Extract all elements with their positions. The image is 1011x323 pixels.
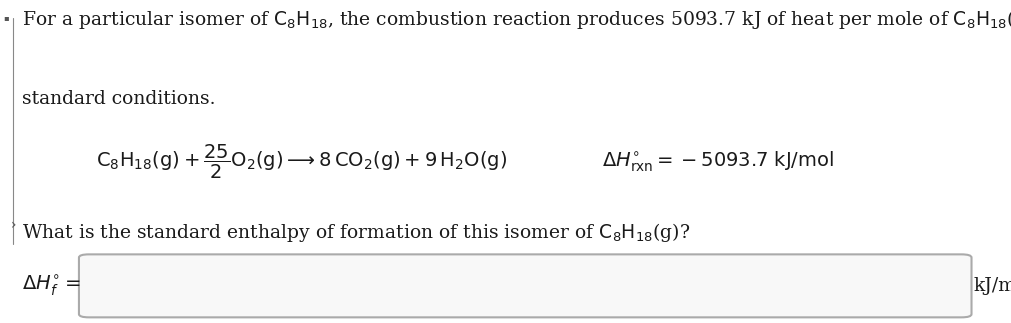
Text: $\Delta H^{\circ}_{\mathrm{rxn}} = -5093.7\ \mathrm{kJ/mol}$: $\Delta H^{\circ}_{\mathrm{rxn}} = -5093… bbox=[602, 149, 833, 174]
Text: ▪: ▪ bbox=[3, 13, 9, 22]
Text: $\Delta H^{\circ}_f =$: $\Delta H^{\circ}_f =$ bbox=[22, 274, 81, 298]
Text: ›: › bbox=[10, 217, 16, 232]
FancyBboxPatch shape bbox=[79, 255, 971, 317]
Text: For a particular isomer of $\mathrm{C_8H_{18}}$, the combustion reaction produce: For a particular isomer of $\mathrm{C_8H… bbox=[22, 8, 1011, 31]
Text: What is the standard enthalpy of formation of this isomer of $\mathrm{C_8H_{18}}: What is the standard enthalpy of formati… bbox=[22, 221, 690, 244]
Text: standard conditions.: standard conditions. bbox=[22, 90, 215, 109]
Text: $\mathrm{C_8H_{18}(g) + \dfrac{25}{2}O_2(g) \longrightarrow 8\,CO_2(g) + 9\,H_2O: $\mathrm{C_8H_{18}(g) + \dfrac{25}{2}O_2… bbox=[96, 142, 507, 181]
Text: kJ/mol: kJ/mol bbox=[973, 277, 1011, 295]
